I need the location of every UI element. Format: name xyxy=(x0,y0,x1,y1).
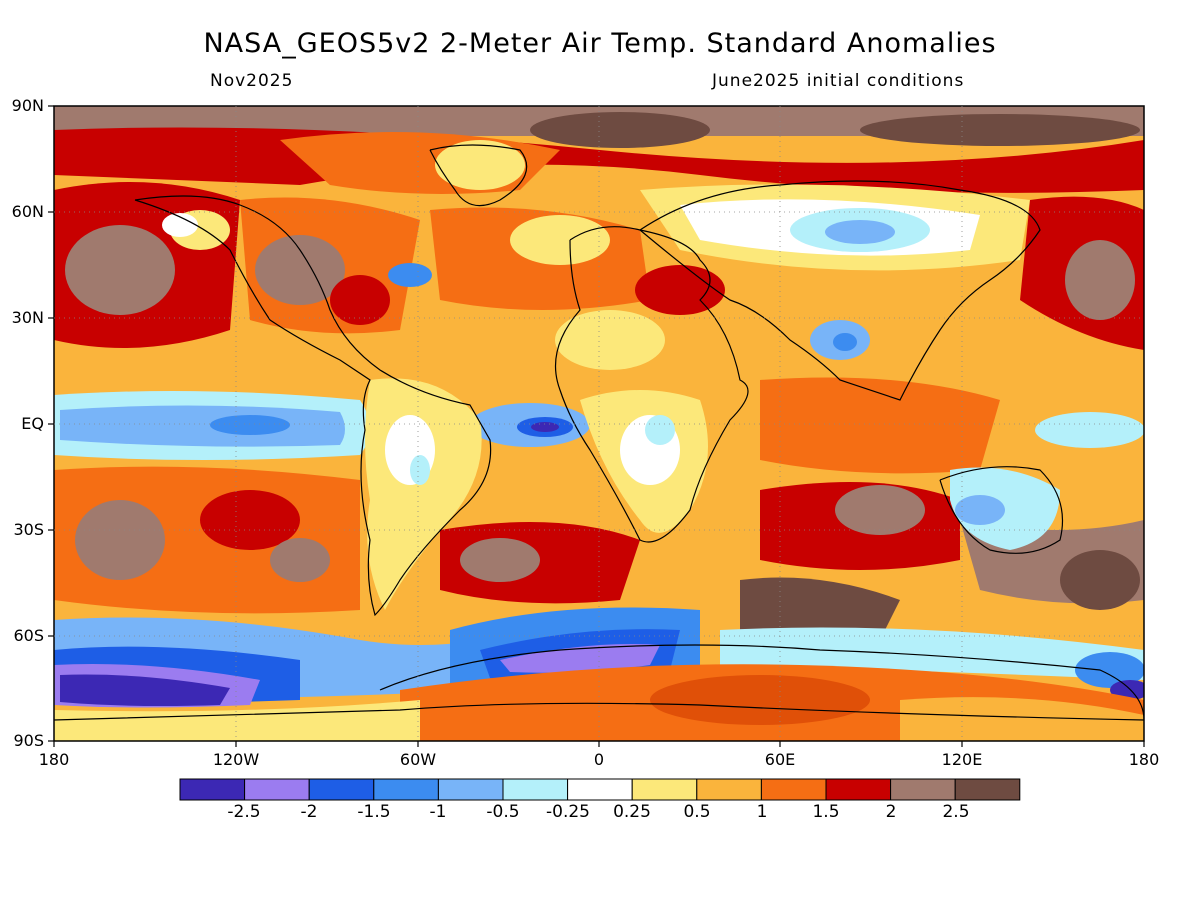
lat-label: 30N xyxy=(11,308,44,327)
graticule xyxy=(54,106,1144,741)
lat-label: 60S xyxy=(13,626,44,645)
colorbar-swatch xyxy=(760,778,827,801)
colorbar xyxy=(179,778,1021,801)
colorbar-swatch xyxy=(308,778,375,801)
lon-label: 180 xyxy=(1128,750,1160,769)
colorbar-label: -1.5 xyxy=(357,802,391,822)
colorbar-swatch xyxy=(954,778,1021,801)
lat-label: 90N xyxy=(11,96,44,115)
lat-label: EQ xyxy=(21,414,44,433)
lon-label: 60E xyxy=(764,750,796,769)
lat-label: 60N xyxy=(11,202,44,221)
colorbar-swatch xyxy=(696,778,762,801)
colorbar-label: -1 xyxy=(429,802,447,822)
colorbar-label: 0.5 xyxy=(683,802,711,822)
colorbar-swatch xyxy=(567,778,633,801)
lon-label: 180 xyxy=(38,750,70,769)
colorbar-label: -2 xyxy=(300,802,318,822)
lon-label: 120E xyxy=(941,750,983,769)
coastlines xyxy=(54,144,1144,721)
map-title: NASA_GEOS5v2 2-Meter Air Temp. Standard … xyxy=(203,28,997,59)
colorbar-label: -0.25 xyxy=(546,802,590,822)
forecast-month: Nov2025 xyxy=(210,71,294,91)
colorbar-swatch xyxy=(631,778,698,801)
colorbar-label: 1 xyxy=(756,802,768,822)
colorbar-swatch xyxy=(825,778,892,801)
anomaly-field xyxy=(54,106,1144,741)
colorbar-swatch xyxy=(244,778,310,801)
axis-ticks xyxy=(48,105,1145,747)
colorbar-swatch xyxy=(890,778,956,801)
lat-label: 30S xyxy=(13,520,44,539)
colorbar-swatch xyxy=(179,778,246,801)
initial-conditions: June2025 initial conditions xyxy=(712,71,965,91)
lon-label: 120W xyxy=(212,750,260,769)
lat-label: 90S xyxy=(13,731,44,750)
colorbar-label: 0.25 xyxy=(613,802,651,822)
colorbar-swatch xyxy=(373,778,439,801)
colorbar-label: 2 xyxy=(885,802,897,822)
lon-label: 0 xyxy=(593,750,605,769)
colorbar-label: 1.5 xyxy=(812,802,840,822)
colorbar-label: -2.5 xyxy=(227,802,261,822)
colorbar-swatch xyxy=(502,778,569,801)
colorbar-label: -0.5 xyxy=(486,802,520,822)
colorbar-label: 2.5 xyxy=(942,802,970,822)
colorbar-swatch xyxy=(437,778,504,801)
lon-label: 60W xyxy=(399,750,437,769)
